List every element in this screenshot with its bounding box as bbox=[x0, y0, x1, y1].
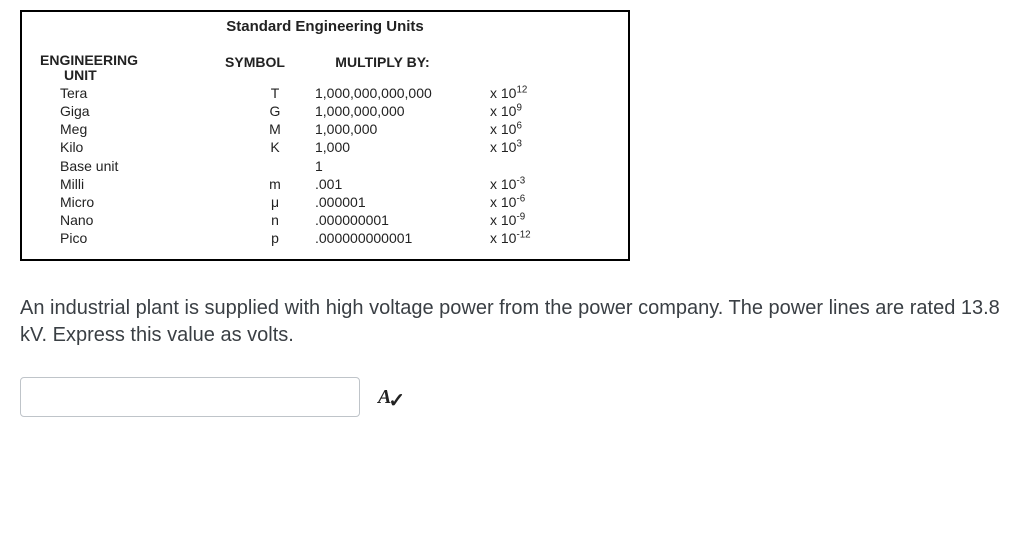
symbol-cell: m bbox=[235, 175, 315, 193]
answer-row: A✓ bbox=[20, 377, 1004, 417]
power-cell: x 10-3 bbox=[490, 175, 585, 193]
power-cell: x 109 bbox=[490, 102, 585, 120]
power-cell: x 1012 bbox=[490, 84, 585, 102]
unit-cell: Nano bbox=[40, 211, 235, 229]
symbol-cell: p bbox=[235, 229, 315, 247]
symbol-cell: T bbox=[235, 84, 315, 102]
header-symbol: SYMBOL bbox=[215, 53, 295, 84]
unit-cell: Kilo bbox=[40, 138, 235, 156]
table-row: GigaG1,000,000,000x 109 bbox=[40, 102, 610, 120]
power-cell: x 10-12 bbox=[490, 229, 585, 247]
header-unit: ENGINEERING UNIT bbox=[40, 53, 215, 84]
multiply-cell: 1,000,000,000,000 bbox=[315, 84, 490, 102]
unit-cell: Micro bbox=[40, 193, 235, 211]
table-row: Base unit 1 bbox=[40, 157, 610, 175]
table-row: TeraT1,000,000,000,000x 1012 bbox=[40, 84, 610, 102]
symbol-cell: K bbox=[235, 138, 315, 156]
answer-input[interactable] bbox=[20, 377, 360, 417]
power-cell: x 10-9 bbox=[490, 211, 585, 229]
power-cell: x 106 bbox=[490, 120, 585, 138]
symbol-cell: G bbox=[235, 102, 315, 120]
table-header-row: ENGINEERING UNIT SYMBOL MULTIPLY BY: bbox=[40, 53, 610, 84]
power-cell: x 10-6 bbox=[490, 193, 585, 211]
question-text: An industrial plant is supplied with hig… bbox=[20, 295, 1004, 349]
power-cell bbox=[490, 157, 585, 175]
unit-cell: Base unit bbox=[40, 157, 235, 175]
multiply-cell: .000000000001 bbox=[315, 229, 490, 247]
units-table: Standard Engineering Units ENGINEERING U… bbox=[20, 10, 630, 261]
table-row: Microμ.000001x 10-6 bbox=[40, 193, 610, 211]
symbol-cell: n bbox=[235, 211, 315, 229]
table-row: Nanon.000000001x 10-9 bbox=[40, 211, 610, 229]
symbol-cell bbox=[235, 157, 315, 175]
header-power bbox=[470, 53, 565, 84]
multiply-cell: 1 bbox=[315, 157, 490, 175]
power-cell: x 103 bbox=[490, 138, 585, 156]
unit-cell: Meg bbox=[40, 120, 235, 138]
spellcheck-icon[interactable]: A✓ bbox=[378, 387, 408, 407]
table-row: Picop.000000000001x 10-12 bbox=[40, 229, 610, 247]
multiply-cell: .001 bbox=[315, 175, 490, 193]
symbol-cell: μ bbox=[235, 193, 315, 211]
multiply-cell: 1,000,000,000 bbox=[315, 102, 490, 120]
table-row: MegM1,000,000x 106 bbox=[40, 120, 610, 138]
symbol-cell: M bbox=[235, 120, 315, 138]
unit-cell: Giga bbox=[40, 102, 235, 120]
unit-cell: Milli bbox=[40, 175, 235, 193]
multiply-cell: .000000001 bbox=[315, 211, 490, 229]
multiply-cell: 1,000,000 bbox=[315, 120, 490, 138]
unit-cell: Tera bbox=[40, 84, 235, 102]
table-row: KiloK1,000x 103 bbox=[40, 138, 610, 156]
header-multiply: MULTIPLY BY: bbox=[295, 53, 470, 84]
multiply-cell: 1,000 bbox=[315, 138, 490, 156]
multiply-cell: .000001 bbox=[315, 193, 490, 211]
unit-cell: Pico bbox=[40, 229, 235, 247]
table-row: Millim.001x 10-3 bbox=[40, 175, 610, 193]
table-title: Standard Engineering Units bbox=[40, 18, 610, 35]
